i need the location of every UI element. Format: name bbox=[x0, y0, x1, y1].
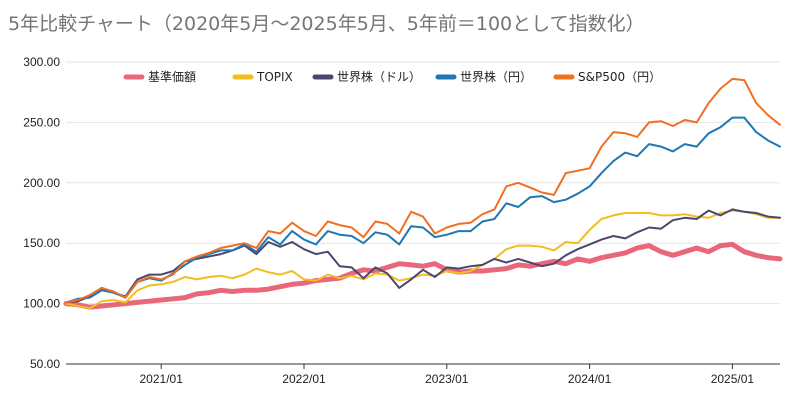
legend-label-3: 世界株（円） bbox=[460, 69, 532, 84]
y-tick-label: 300.00 bbox=[23, 55, 60, 69]
x-tick-label: 2023/01 bbox=[425, 372, 469, 386]
series-layer bbox=[63, 77, 783, 310]
x-tick-label: 2024/01 bbox=[568, 372, 612, 386]
legend-label-0: 基準価額 bbox=[148, 69, 196, 84]
x-tick-label: 2025/01 bbox=[711, 372, 755, 386]
y-tick-label: 100.00 bbox=[23, 297, 60, 311]
legend-label-2: 世界株（ドル） bbox=[337, 69, 421, 84]
series-line-3 bbox=[65, 116, 781, 304]
y-tick-label: 50.00 bbox=[30, 357, 60, 371]
x-tick-label: 2022/01 bbox=[282, 372, 326, 386]
y-tick-label: 250.00 bbox=[23, 115, 60, 129]
x-tick-label: 2021/01 bbox=[140, 372, 184, 386]
chart-title: 5年比較チャート（2020年5月〜2025年5月、5年前＝100として指数化） bbox=[8, 13, 645, 35]
legend-label-1: TOPIX bbox=[256, 70, 293, 84]
series-line-4 bbox=[65, 77, 781, 304]
y-axis-ticks: 50.00 100.00 150.00 200.00 250.00 300.00 bbox=[23, 55, 60, 371]
series-line-1 bbox=[65, 209, 781, 310]
legend-label-4: S&P500（円） bbox=[578, 70, 661, 84]
legend: 基準価額 TOPIX 世界株（ドル） 世界株（円） S&P500（円） bbox=[123, 69, 661, 84]
y-tick-label: 150.00 bbox=[23, 236, 60, 250]
grid-layer bbox=[66, 61, 780, 365]
x-axis-ticks: 2021/01 2022/01 2023/01 2024/01 2025/01 bbox=[140, 364, 755, 386]
y-tick-label: 200.00 bbox=[23, 176, 60, 190]
series-line-0 bbox=[63, 241, 783, 310]
